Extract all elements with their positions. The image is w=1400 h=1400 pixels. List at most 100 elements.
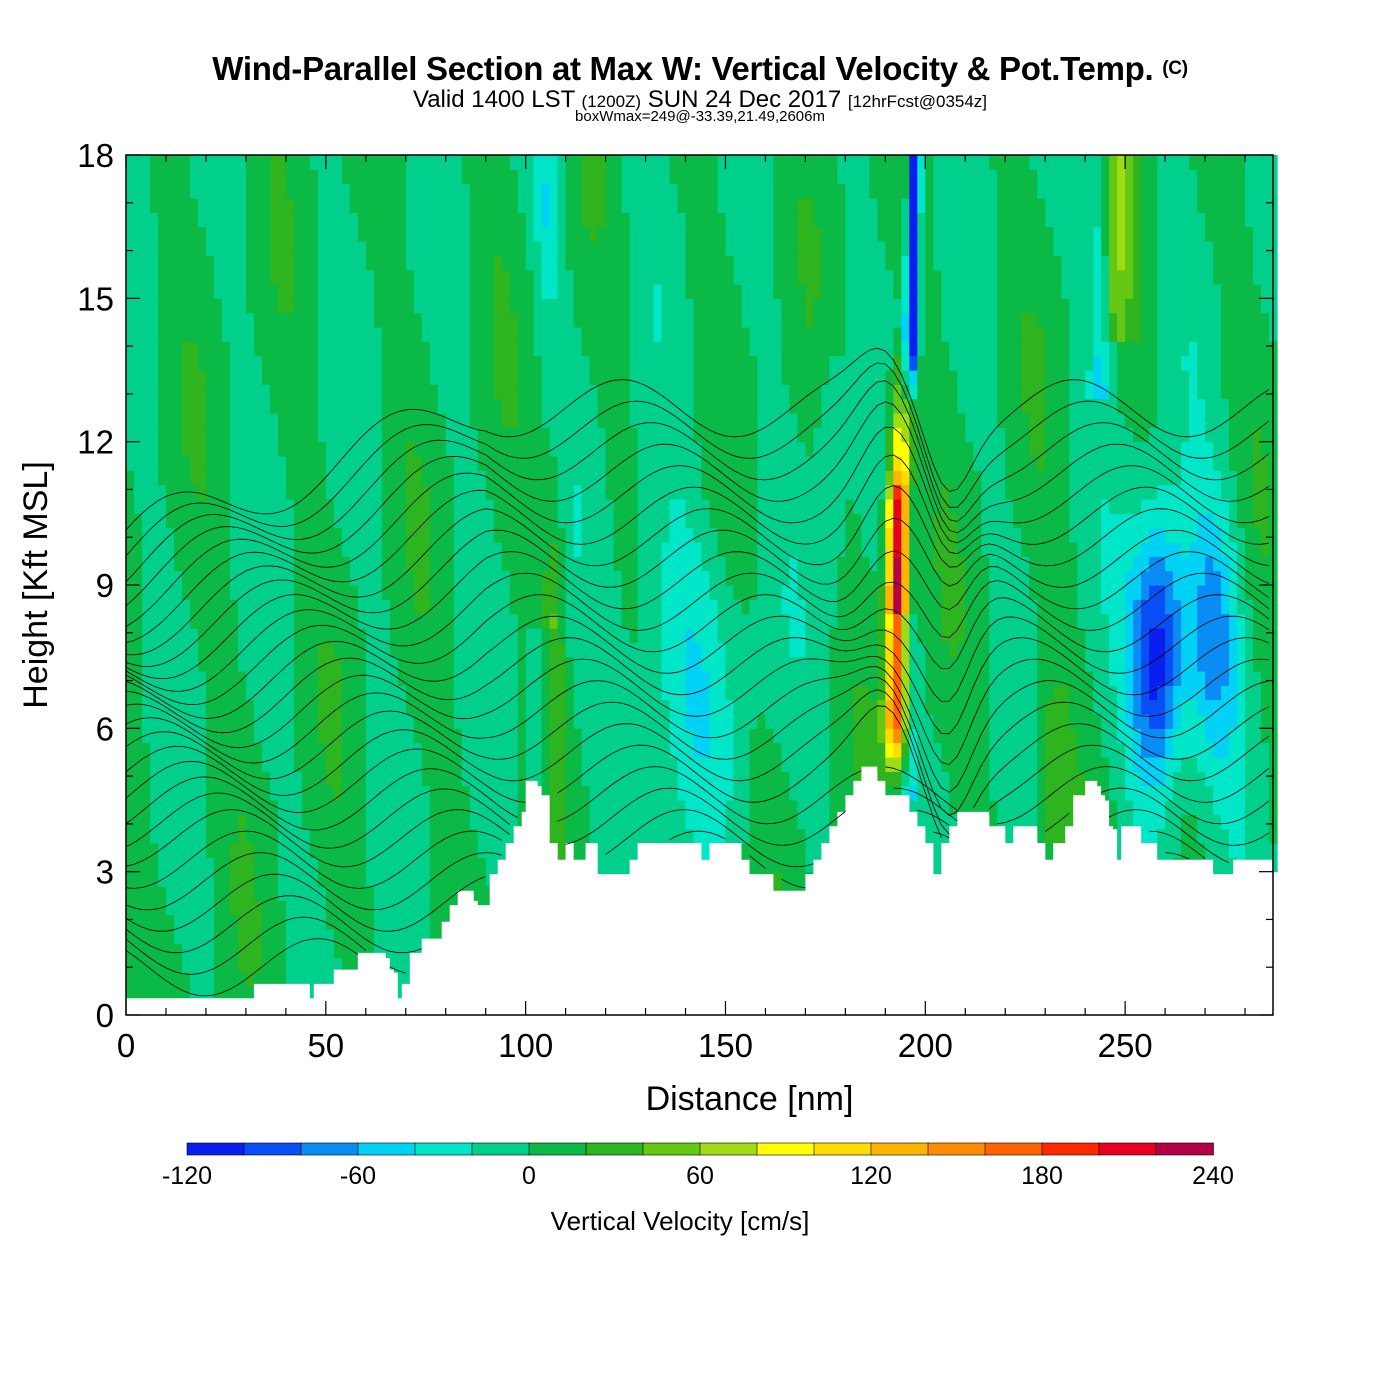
- w-cell: [701, 155, 711, 170]
- w-cell: [581, 585, 591, 600]
- w-cell: [333, 398, 343, 414]
- w-cell: [389, 886, 399, 901]
- w-cell: [773, 671, 782, 686]
- w-cell: [381, 241, 391, 256]
- w-cell: [469, 370, 479, 385]
- w-cell: [517, 542, 527, 557]
- w-cell: [589, 785, 599, 801]
- w-cell: [142, 499, 151, 514]
- w-cell: [477, 871, 487, 887]
- w-cell: [445, 355, 455, 371]
- w-cell: [613, 613, 623, 629]
- w-cell: [461, 427, 471, 443]
- w-cell: [693, 685, 703, 701]
- w-cell: [701, 642, 711, 658]
- w-cell: [669, 585, 679, 600]
- w-cell: [709, 685, 719, 701]
- w-cell: [469, 183, 479, 199]
- w-cell: [749, 542, 759, 557]
- w-cell: [269, 255, 279, 271]
- w-cell: [725, 341, 735, 357]
- w-cell: [845, 241, 854, 256]
- w-cell: [189, 341, 199, 357]
- w-cell: [357, 284, 367, 299]
- w-cell: [549, 398, 559, 414]
- w-cell: [365, 269, 375, 285]
- w-cell: [869, 456, 878, 471]
- w-cell: [174, 914, 183, 930]
- w-cell: [150, 785, 159, 801]
- w-cell: [869, 642, 878, 658]
- w-cell: [597, 484, 607, 500]
- w-cell: [397, 972, 407, 987]
- w-cell: [229, 843, 239, 858]
- w-cell: [645, 785, 655, 801]
- w-cell: [773, 427, 782, 443]
- w-cell: [277, 370, 287, 385]
- w-cell: [741, 585, 751, 600]
- w-cell: [142, 886, 151, 901]
- w-cell: [253, 226, 263, 242]
- w-cell: [381, 484, 391, 500]
- w-cell: [741, 570, 751, 586]
- w-cell: [413, 742, 423, 758]
- w-cell: [469, 355, 479, 371]
- w-cell: [757, 513, 766, 529]
- w-cell: [126, 570, 135, 586]
- w-cell: [637, 212, 647, 228]
- w-cell: [293, 957, 303, 973]
- w-cell: [309, 484, 319, 500]
- w-cell: [453, 341, 463, 357]
- w-cell: [413, 771, 423, 787]
- w-cell: [493, 255, 503, 271]
- w-cell: [509, 327, 519, 342]
- w-cell: [182, 728, 191, 744]
- w-cell: [301, 413, 311, 428]
- w-cell: [821, 570, 830, 586]
- w-cell: [213, 198, 223, 213]
- w-cell: [269, 155, 279, 170]
- w-cell: [693, 255, 703, 271]
- w-cell: [765, 728, 774, 744]
- w-cell: [134, 914, 143, 930]
- w-cell: [645, 828, 655, 844]
- w-cell: [293, 169, 303, 185]
- w-cell: [317, 413, 327, 428]
- w-cell: [317, 771, 327, 787]
- w-cell: [621, 527, 631, 543]
- w-cell: [845, 484, 854, 500]
- w-cell: [813, 484, 822, 500]
- w-cell: [245, 456, 255, 471]
- w-cell: [413, 255, 423, 271]
- w-cell: [829, 742, 838, 758]
- w-cell: [445, 843, 455, 858]
- w-cell: [813, 183, 822, 199]
- w-cell: [166, 470, 175, 486]
- w-cell: [413, 327, 423, 342]
- w-cell: [437, 456, 447, 471]
- w-cell: [605, 671, 615, 686]
- w-cell: [613, 542, 623, 557]
- w-cell: [709, 699, 719, 715]
- w-cell: [557, 183, 567, 199]
- w-cell: [813, 542, 822, 557]
- w-cell: [469, 800, 479, 815]
- w-cell: [477, 183, 487, 199]
- w-cell: [573, 255, 583, 271]
- w-cell: [717, 183, 727, 199]
- w-cell: [693, 312, 703, 328]
- w-cell: [469, 742, 479, 758]
- w-cell: [453, 556, 463, 572]
- w-cell: [445, 341, 455, 357]
- w-cell: [613, 828, 623, 844]
- w-cell: [549, 613, 559, 629]
- w-cell: [685, 441, 695, 457]
- w-cell: [605, 656, 615, 672]
- w-cell: [549, 441, 559, 457]
- w-cell: [126, 886, 135, 901]
- w-cell: [437, 570, 447, 586]
- w-cell: [469, 613, 479, 629]
- w-cell: [669, 183, 679, 199]
- w-cell: [877, 699, 886, 715]
- w-cell: [174, 886, 183, 901]
